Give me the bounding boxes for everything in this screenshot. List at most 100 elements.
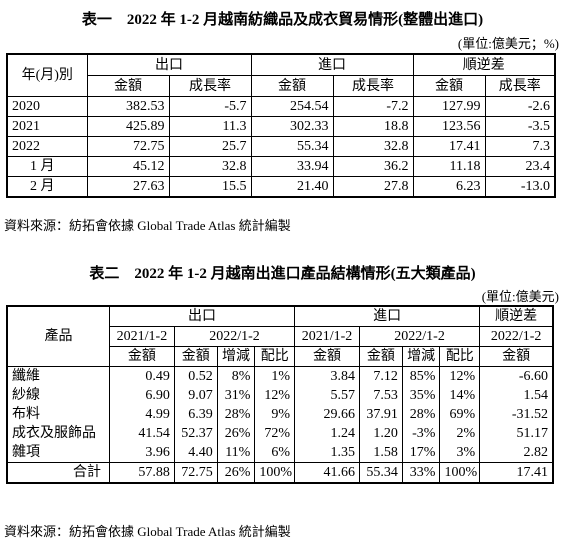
group-export: 出口 [86,54,252,76]
period-import-2022: 2022/1-2 [358,326,481,347]
cell: 35% [401,386,441,405]
cell: 85% [401,366,441,386]
cell: 21.40 [250,176,334,198]
row-label: 成衣及服飾品 [6,424,110,443]
cell: -2.6 [484,96,556,117]
subheader-amount: 金額 [479,346,554,367]
subheader-change: 增減 [216,346,256,367]
table1-title: 表一 2022 年 1-2 月越南紡織品及成衣貿易情形(整體出進口) [81,12,484,28]
product-structure-table: 產品 出口 進口 順逆差 2021/1-2 2022/1-2 2021/1-2 … [6,305,554,484]
row-label: 2 月 [6,176,88,198]
cell: 25.7 [168,136,252,157]
period-export-2021: 2021/1-2 [109,326,175,347]
cell: 1.20 [358,424,403,443]
cell: 32.8 [168,156,252,177]
cell: 11.18 [412,156,486,177]
cell: 1.35 [294,443,360,463]
cell: 26% [216,424,256,443]
cell: 6.23 [412,176,486,198]
cell: 6.90 [109,386,175,405]
cell: 51.17 [479,424,554,443]
table-row: 布料 4.99 6.39 28% 9% 29.66 37.91 28% 69% … [6,405,554,424]
subheader-amount: 金額 [173,346,218,367]
cell: 31% [216,386,256,405]
cell: 18.8 [332,116,414,137]
subheader-amount: 金額 [294,346,360,367]
row-label: 2021 [6,116,88,137]
subheader-amount: 金額 [109,346,175,367]
cell: 254.54 [250,96,334,117]
subheader-growth: 成長率 [484,75,556,97]
cell: 3% [439,443,481,463]
cell: 1.58 [358,443,403,463]
cell: -31.52 [479,405,554,424]
cell: 23.4 [484,156,556,177]
table-row: 紗線 6.90 9.07 31% 12% 5.57 7.53 35% 14% 1… [6,386,554,405]
cell: 7.12 [358,366,403,386]
cell: 36.2 [332,156,414,177]
cell: 17% [401,443,441,463]
cell: 52.37 [173,424,218,443]
cell: -7.2 [332,96,414,117]
cell: 127.99 [412,96,486,117]
row-label: 1 月 [6,156,88,177]
table-row: 2020 382.53 -5.7 254.54 -7.2 127.99 -2.6 [6,96,556,117]
table-row: 纖維 0.49 0.52 8% 1% 3.84 7.12 85% 12% -6.… [6,366,554,386]
row-label: 紗線 [6,386,110,405]
table2-unit: (單位:億美元) [481,289,559,304]
subheader-amount: 金額 [412,75,486,97]
group-import: 進口 [294,305,481,327]
cell: 11% [216,443,256,463]
subheader-amount: 金額 [358,346,403,367]
subheader-amount: 金額 [250,75,334,97]
table2-source: 資料來源：紡拓會依據 Global Trade Atlas 統計編製 [4,524,291,539]
cell: 5.57 [294,386,360,405]
row-label: 雜項 [6,443,110,463]
cell: 12% [254,386,296,405]
cell: 7.3 [484,136,556,157]
cell: 2.82 [479,443,554,463]
cell: 2% [439,424,481,443]
cell: 1% [254,366,296,386]
table-row: 2022 72.75 25.7 55.34 32.8 17.41 7.3 [6,136,556,157]
period-balance-2022: 2022/1-2 [479,326,554,347]
cell: 3.96 [109,443,175,463]
cell: 4.99 [109,405,175,424]
table-row: 1 月 45.12 32.8 33.94 36.2 11.18 23.4 [6,156,556,177]
cell: 32.8 [332,136,414,157]
cell: 6.39 [173,405,218,424]
row-header-year-month: 年(月)別 [6,54,88,97]
cell: 37.91 [358,405,403,424]
table1-unit: (單位:億美元；%) [457,36,559,51]
row-header-product: 產品 [6,305,110,367]
cell: 100% [254,462,296,484]
group-import: 進口 [250,54,414,76]
total-row: 合計 57.88 72.75 26% 100% 41.66 55.34 33% … [6,462,554,484]
cell: 1.24 [294,424,360,443]
cell: 28% [216,405,256,424]
cell: -3% [401,424,441,443]
cell: 302.33 [250,116,334,137]
cell: 57.88 [109,462,175,484]
cell: 7.53 [358,386,403,405]
cell: 8% [216,366,256,386]
cell: 0.49 [109,366,175,386]
row-label: 2020 [6,96,88,117]
cell: 33% [401,462,441,484]
cell: 41.66 [294,462,360,484]
cell: 33.94 [250,156,334,177]
subheader-amount: 金額 [86,75,170,97]
cell: 9% [254,405,296,424]
cell: 55.34 [250,136,334,157]
cell: 6% [254,443,296,463]
cell: -13.0 [484,176,556,198]
table-row: 成衣及服飾品 41.54 52.37 26% 72% 1.24 1.20 -3%… [6,424,554,443]
cell: 0.52 [173,366,218,386]
cell: 17.41 [412,136,486,157]
cell: 9.07 [173,386,218,405]
cell: 72.75 [173,462,218,484]
cell: 100% [439,462,481,484]
subheader-share: 配比 [439,346,481,367]
cell: 55.34 [358,462,403,484]
table-row: 2 月 27.63 15.5 21.40 27.8 6.23 -13.0 [6,176,556,198]
